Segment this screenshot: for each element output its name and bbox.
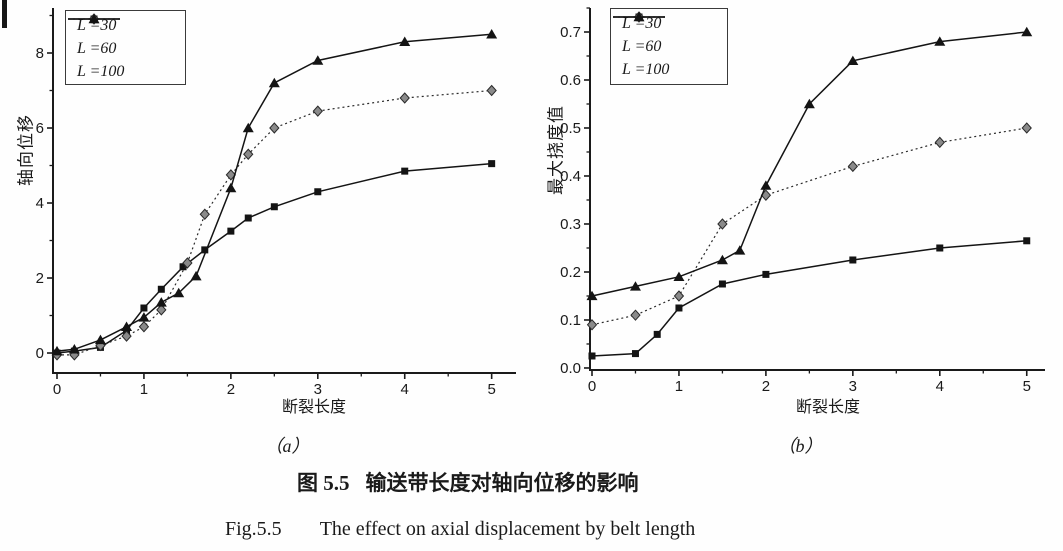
legend-line-triangle-icon <box>68 13 120 24</box>
legend-line-triangle-icon <box>613 11 665 22</box>
svg-text:4: 4 <box>936 378 944 395</box>
legend-label: L =100 <box>622 60 670 78</box>
svg-text:1: 1 <box>140 381 148 398</box>
svg-text:0: 0 <box>36 345 44 362</box>
chart-a-ylabel: 轴向位移 <box>16 114 36 186</box>
chart-b: 0 1 2 3 4 5 0.0 0.1 0.2 0.3 0.4 0.5 0.6 0.7 最大挠度值 断裂长… <box>545 0 1063 420</box>
figure-caption-en: Fig.5.5 The effect on axial displacement … <box>225 518 695 541</box>
svg-text:0.3: 0.3 <box>560 216 581 233</box>
svg-text:0: 0 <box>588 378 596 395</box>
svg-text:0.2: 0.2 <box>560 264 581 281</box>
subfigure-label-a: （a） <box>264 436 310 456</box>
svg-text:1: 1 <box>675 378 683 395</box>
svg-text:4: 4 <box>401 381 409 398</box>
chart-a-plot: 0 1 2 3 4 5 0 2 4 6 8 <box>36 8 516 398</box>
chart-a: 0 1 2 3 4 5 0 2 4 6 8 轴向位移 断裂长度 L =30 L =60 L =100 <box>0 0 540 420</box>
figure-number-en: Fig.5.5 <box>225 518 282 540</box>
svg-text:0: 0 <box>53 381 61 398</box>
legend-item: L =100 <box>66 13 185 83</box>
chart-b-ylabel: 最大挠度值 <box>546 105 566 195</box>
legend-item: L =60 <box>66 13 185 60</box>
legend-label: L =30 <box>622 14 662 32</box>
svg-text:5: 5 <box>1023 378 1031 395</box>
svg-text:0.1: 0.1 <box>560 312 581 329</box>
figure-title-cn: 输送带长度对轴向位移的影响 <box>365 471 639 495</box>
legend-label: L =60 <box>622 37 662 55</box>
legend-label: L =30 <box>77 16 117 34</box>
legend-item: L =100 <box>611 11 727 81</box>
svg-text:6: 6 <box>36 120 44 137</box>
figure-title-en: The effect on axial displacement by belt… <box>319 518 696 540</box>
figure-number-cn: 图 5.5 <box>297 471 350 495</box>
chart-b-xlabel: 断裂长度 <box>795 399 861 416</box>
scan-artifact-mark <box>2 0 7 28</box>
svg-text:4: 4 <box>36 195 44 212</box>
chart-b-legend: L =30 L =60 L =100 <box>610 8 728 85</box>
svg-text:5: 5 <box>487 381 495 398</box>
svg-text:2: 2 <box>227 381 235 398</box>
svg-text:8: 8 <box>36 45 44 62</box>
svg-text:2: 2 <box>36 270 44 287</box>
svg-text:2: 2 <box>762 378 770 395</box>
svg-text:3: 3 <box>849 378 857 395</box>
legend-label: L =60 <box>77 39 117 57</box>
chart-a-xlabel: 断裂长度 <box>281 399 347 416</box>
svg-text:0.6: 0.6 <box>560 72 581 89</box>
svg-text:0.4: 0.4 <box>560 168 581 185</box>
svg-text:3: 3 <box>314 381 322 398</box>
svg-text:0.0: 0.0 <box>560 360 581 377</box>
svg-text:0.7: 0.7 <box>560 24 581 41</box>
svg-text:0.5: 0.5 <box>560 120 581 137</box>
chart-b-plot: 0 1 2 3 4 5 0.0 0.1 0.2 0.3 0.4 0.5 0.6 0.7 <box>560 7 1045 395</box>
legend-label: L =100 <box>77 62 125 80</box>
chart-a-legend: L =30 L =60 L =100 <box>65 10 186 85</box>
subfigure-label-b: （b） <box>777 436 823 456</box>
figure-caption-cn: 图 5.5 输送带长度对轴向位移的影响 <box>297 467 639 497</box>
legend-item: L =60 <box>611 11 727 58</box>
